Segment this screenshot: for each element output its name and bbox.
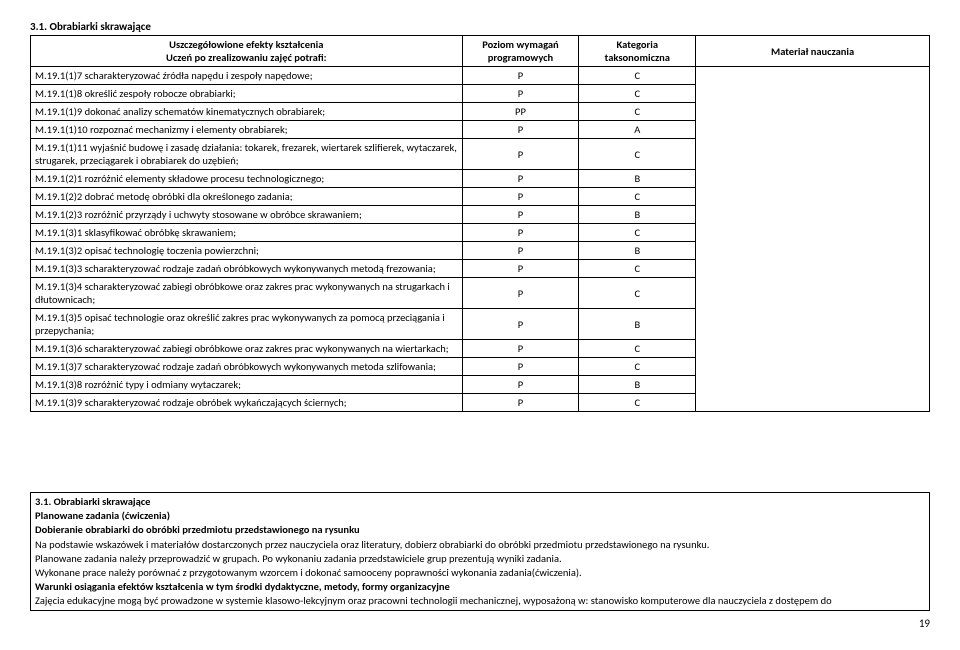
row-category: B (579, 170, 696, 188)
row-desc: M.19.1(3)8 rozróżnić typy i odmiany wyta… (31, 376, 463, 394)
row-desc: M.19.1(3)4 scharakteryzować zabiegi obró… (31, 278, 463, 309)
row-level: P (462, 85, 579, 103)
row-category: C (579, 340, 696, 358)
lower-l7: Zajęcia edukacyjne mogą być prowadzone w… (35, 594, 925, 608)
header-col1: Uszczegółowione efekty kształcenia Uczeń… (31, 36, 463, 67)
header-col4: Materiał nauczania (696, 36, 930, 67)
row-category: C (579, 139, 696, 170)
header-col1-line1: Uszczegółowione efekty kształcenia (35, 38, 458, 51)
header-col2: Poziom wymagań programowych (462, 36, 579, 67)
row-desc: M.19.1(1)10 rozpoznać mechanizmy i eleme… (31, 121, 463, 139)
header-col1-line2: Uczeń po zrealizowaniu zajęć potrafi: (35, 51, 458, 64)
lower-l5: Wykonane prace należy porównać z przygot… (35, 566, 925, 580)
row-category: B (579, 309, 696, 340)
row-level: P (462, 67, 579, 85)
row-level: P (462, 376, 579, 394)
row-level: P (462, 224, 579, 242)
row-desc: M.19.1(1)8 określić zespoły robocze obra… (31, 85, 463, 103)
row-desc: M.19.1(3)7 scharakteryzować rodzaje zada… (31, 358, 463, 376)
row-category: C (579, 188, 696, 206)
row-level: P (462, 260, 579, 278)
row-level: P (462, 340, 579, 358)
row-category: C (579, 278, 696, 309)
row-desc: M.19.1(1)11 wyjaśnić budowę i zasadę dzi… (31, 139, 463, 170)
table-header-row: Uszczegółowione efekty kształcenia Uczeń… (31, 36, 930, 67)
row-desc: M.19.1(3)3 scharakteryzować rodzaje zada… (31, 260, 463, 278)
lower-title: 3.1. Obrabiarki skrawające (35, 495, 925, 509)
row-desc: M.19.1(3)5 opisać technologie oraz okreś… (31, 309, 463, 340)
row-level: P (462, 278, 579, 309)
lower-l2: Dobieranie obrabiarki do obróbki przedmi… (35, 523, 925, 537)
row-level: P (462, 170, 579, 188)
row-category: B (579, 376, 696, 394)
row-level: P (462, 139, 579, 170)
row-level: PP (462, 103, 579, 121)
row-desc: M.19.1(1)7 scharakteryzować źródła napęd… (31, 67, 463, 85)
row-category: B (579, 206, 696, 224)
lower-box: 3.1. Obrabiarki skrawające Planowane zad… (30, 492, 930, 611)
row-desc: M.19.1(3)6 scharakteryzować zabiegi obró… (31, 340, 463, 358)
row-category: C (579, 394, 696, 412)
row-desc: M.19.1(2)3 rozróżnić przyrządy i uchwyty… (31, 206, 463, 224)
row-desc: M.19.1(3)2 opisać technologię toczenia p… (31, 242, 463, 260)
row-category: C (579, 67, 696, 85)
section-title-top: 3.1. Obrabiarki skrawające (30, 20, 930, 33)
row-level: P (462, 358, 579, 376)
row-category: C (579, 358, 696, 376)
row-level: P (462, 309, 579, 340)
row-category: C (579, 85, 696, 103)
row-category: C (579, 103, 696, 121)
lower-l3: Na podstawie wskazówek i materiałów dost… (35, 538, 925, 552)
row-level: P (462, 188, 579, 206)
row-level: P (462, 242, 579, 260)
lower-l1: Planowane zadania (ćwiczenia) (35, 509, 925, 523)
row-category: A (579, 121, 696, 139)
row-category: C (579, 224, 696, 242)
row-desc: M.19.1(2)1 rozróżnić elementy składowe p… (31, 170, 463, 188)
row-desc: M.19.1(1)9 dokonać analizy schematów kin… (31, 103, 463, 121)
row-category: C (579, 260, 696, 278)
row-level: P (462, 394, 579, 412)
row-category: B (579, 242, 696, 260)
row-level: P (462, 206, 579, 224)
lower-l4: Planowane zadania należy przeprowadzić w… (35, 552, 925, 566)
main-table: Uszczegółowione efekty kształcenia Uczeń… (30, 35, 930, 412)
row-desc: M.19.1(3)9 scharakteryzować rodzaje obró… (31, 394, 463, 412)
table-row: M.19.1(1)7 scharakteryzować źródła napęd… (31, 67, 930, 85)
row-desc: M.19.1(3)1 sklasyfikować obróbkę skrawan… (31, 224, 463, 242)
header-col3: Kategoria taksonomiczna (579, 36, 696, 67)
lower-l6: Warunki osiągania efektów kształcenia w … (35, 580, 925, 594)
row-material (696, 67, 930, 412)
page-number: 19 (30, 617, 930, 630)
row-level: P (462, 121, 579, 139)
row-desc: M.19.1(2)2 dobrać metodę obróbki dla okr… (31, 188, 463, 206)
